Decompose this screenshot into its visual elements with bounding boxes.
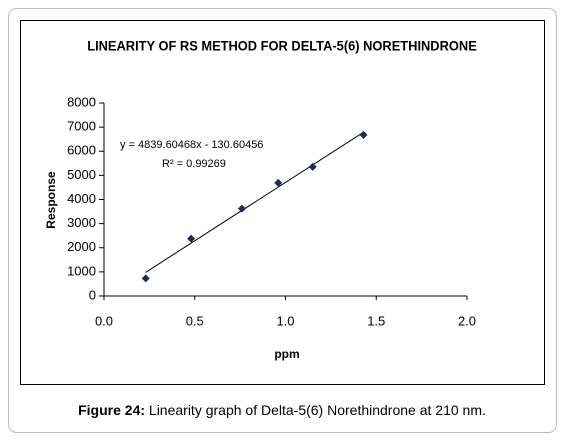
data-point	[141, 274, 150, 283]
caption-text: Linearity graph of Delta-5(6) Norethindr…	[145, 402, 486, 418]
data-point	[308, 162, 317, 171]
x-tick-label: 0.5	[186, 313, 204, 328]
chart-frame	[20, 20, 545, 385]
y-tick-label: 3000	[67, 215, 96, 230]
data-point	[274, 178, 283, 187]
y-axis-label: Response	[44, 171, 58, 229]
data-point	[187, 234, 196, 243]
y-tick-label: 5000	[67, 167, 96, 182]
trendline	[145, 131, 364, 273]
data-point	[359, 130, 368, 139]
x-tick-label: 2.0	[458, 313, 476, 328]
trendline-equation: y = 4839.60468x - 130.60456	[120, 139, 263, 151]
y-tick-label: 7000	[67, 119, 96, 134]
trendline-r2: R² = 0.99269	[162, 158, 226, 170]
y-tick-label: 4000	[67, 191, 96, 206]
y-tick-label: 6000	[67, 143, 96, 158]
caption-label: Figure 24:	[78, 402, 145, 418]
y-tick-label: 2000	[67, 239, 96, 254]
x-tick-label: 1.5	[367, 313, 385, 328]
y-tick-label: 1000	[67, 263, 96, 278]
data-point	[237, 204, 246, 213]
y-tick-label: 8000	[67, 94, 96, 109]
x-tick-label: 1.0	[276, 313, 294, 328]
caption: Figure 24: Linearity graph of Delta-5(6)…	[78, 402, 486, 418]
x-tick-label: 0.0	[95, 313, 113, 328]
x-axis-label: ppm	[274, 347, 299, 361]
y-tick-label: 0	[89, 287, 96, 302]
chart-title: LINEARITY OF RS METHOD FOR DELTA-5(6) NO…	[87, 38, 477, 54]
